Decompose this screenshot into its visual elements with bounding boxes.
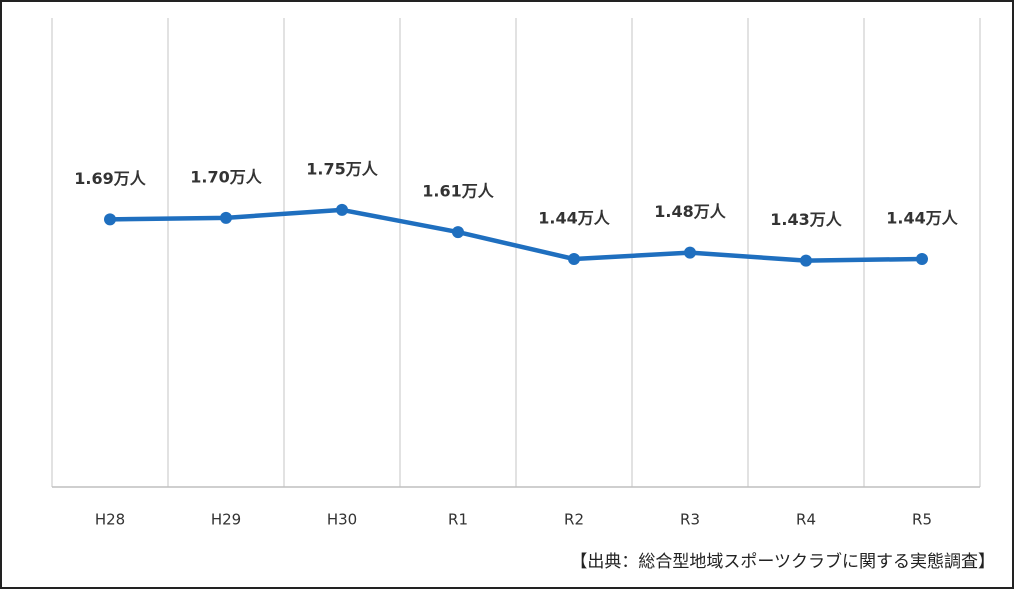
x-tick-label: R1 <box>448 511 468 529</box>
data-label: 1.44万人 <box>538 209 610 228</box>
data-label: 1.43万人 <box>770 210 842 229</box>
source: 【出典：総合型地域スポーツクラブに関する実態調査】 <box>570 551 995 572</box>
point <box>684 246 696 259</box>
x-tick-label: R4 <box>796 511 816 529</box>
x-tick-label: R5 <box>912 511 932 529</box>
x-tick-label: H28 <box>95 511 125 529</box>
line <box>109 207 923 263</box>
data-label: 1.69万人 <box>74 169 146 188</box>
data-label: 1.70万人 <box>190 167 262 186</box>
data-label: 1.61万人 <box>422 182 494 201</box>
point <box>916 253 928 265</box>
x-tick-label: R3 <box>680 511 700 529</box>
point <box>568 253 580 265</box>
point <box>220 211 232 224</box>
point <box>800 254 812 267</box>
x-tick-label: H30 <box>327 511 357 529</box>
data-label: 1.75万人 <box>306 159 378 178</box>
data-label: 1.48万人 <box>654 202 726 221</box>
point <box>452 226 464 239</box>
point <box>336 203 348 216</box>
x-tick-label: H29 <box>211 511 241 529</box>
point <box>104 213 116 226</box>
x-tick-label: R2 <box>564 511 584 529</box>
data-label: 1.44万人 <box>886 209 958 228</box>
